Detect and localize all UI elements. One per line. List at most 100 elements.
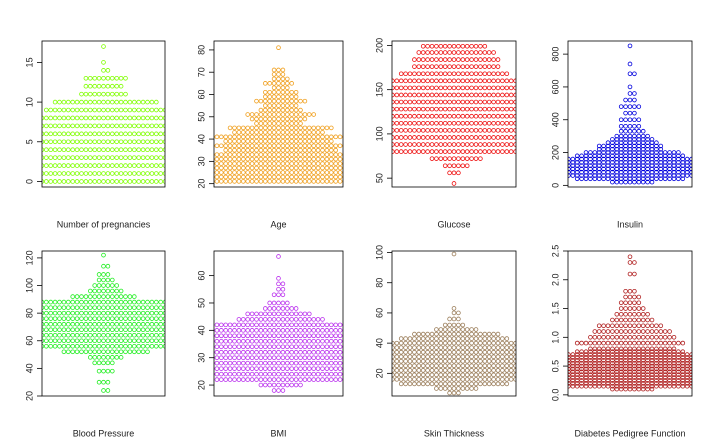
point — [241, 333, 246, 339]
point — [495, 363, 501, 369]
point — [123, 179, 128, 184]
swarm-row — [42, 163, 176, 168]
point — [280, 287, 286, 292]
point — [482, 331, 488, 337]
point — [369, 180, 373, 184]
point — [545, 121, 549, 125]
point — [110, 91, 115, 97]
point — [61, 349, 67, 355]
point — [460, 78, 466, 84]
point — [605, 143, 611, 149]
point — [623, 163, 628, 168]
point — [42, 147, 45, 153]
y-tick-label: 100 — [374, 245, 384, 260]
point — [289, 355, 295, 360]
point — [298, 156, 303, 162]
point — [645, 378, 650, 383]
point — [442, 386, 448, 391]
point — [394, 120, 400, 126]
point — [114, 99, 119, 105]
point — [219, 161, 224, 166]
point — [302, 161, 308, 166]
point — [513, 120, 516, 126]
point — [206, 367, 210, 371]
point — [88, 327, 93, 333]
point — [369, 334, 373, 338]
point — [162, 123, 165, 129]
point — [654, 381, 659, 386]
point — [284, 121, 290, 126]
point — [9, 124, 13, 128]
point — [579, 169, 584, 175]
point — [684, 160, 690, 165]
point — [276, 125, 281, 131]
point — [79, 294, 84, 299]
point — [456, 71, 461, 77]
point — [92, 343, 97, 349]
point — [500, 349, 505, 355]
point — [324, 152, 330, 157]
point — [667, 160, 672, 165]
swarm-row — [167, 165, 343, 171]
point — [83, 338, 89, 344]
point — [267, 107, 273, 113]
point — [162, 343, 165, 349]
point — [425, 99, 430, 105]
point — [92, 360, 97, 366]
point — [315, 338, 321, 344]
point — [320, 377, 325, 382]
point — [618, 124, 624, 129]
point — [403, 106, 408, 112]
point — [254, 121, 259, 126]
point — [262, 107, 268, 113]
point — [214, 345, 215, 349]
point — [172, 148, 176, 152]
point — [442, 368, 448, 373]
point — [306, 328, 312, 333]
point — [114, 83, 119, 89]
point — [311, 165, 317, 171]
point — [387, 350, 391, 354]
point — [262, 317, 268, 322]
point — [593, 121, 597, 125]
point — [403, 381, 408, 387]
point — [194, 148, 198, 152]
point — [168, 339, 172, 343]
swarm-row — [206, 366, 343, 371]
point — [267, 98, 273, 104]
point — [101, 299, 106, 305]
point — [167, 166, 171, 170]
point — [636, 372, 642, 378]
point — [451, 113, 457, 119]
point — [447, 142, 452, 147]
point — [396, 172, 400, 176]
point — [172, 164, 176, 168]
point — [70, 155, 75, 160]
point — [403, 78, 408, 84]
point — [667, 369, 672, 375]
point — [614, 160, 620, 165]
point — [504, 120, 510, 126]
point — [580, 114, 584, 118]
point — [614, 179, 620, 185]
swarm-row — [262, 89, 299, 95]
point — [48, 327, 53, 333]
point — [658, 363, 664, 369]
point — [645, 369, 650, 375]
point — [79, 139, 84, 145]
point — [18, 148, 22, 152]
point — [596, 146, 602, 152]
point — [558, 379, 562, 383]
point — [271, 143, 277, 149]
point — [475, 180, 479, 184]
point — [562, 367, 566, 371]
point — [258, 311, 264, 317]
point — [447, 44, 452, 49]
point — [194, 172, 198, 176]
point — [610, 146, 615, 152]
point — [570, 156, 576, 162]
point — [592, 156, 598, 162]
point — [365, 180, 369, 184]
point — [114, 349, 119, 355]
point — [83, 139, 89, 145]
